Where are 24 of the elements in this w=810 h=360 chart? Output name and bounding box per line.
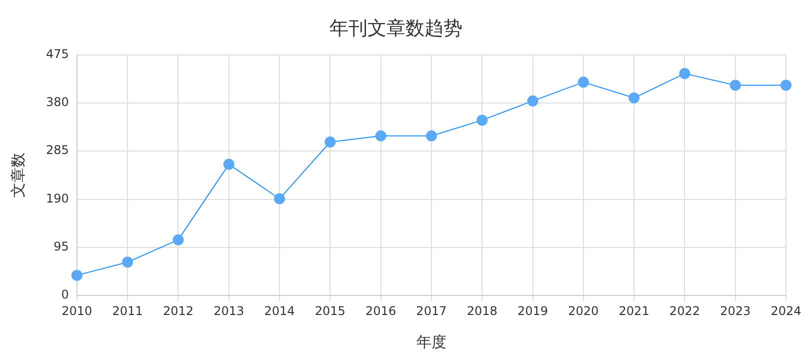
x-tick-label: 2012 bbox=[162, 304, 194, 318]
y-tick-label: 475 bbox=[46, 46, 69, 61]
x-tick-label: 2018 bbox=[466, 304, 498, 318]
y-tick-label: 285 bbox=[46, 143, 69, 158]
x-tick-label: 2017 bbox=[416, 304, 447, 318]
x-tick-label: 2020 bbox=[568, 304, 599, 318]
x-tick-label: 2019 bbox=[517, 304, 548, 318]
x-tick-label: 2013 bbox=[214, 304, 244, 318]
x-tick-label: 2024 bbox=[770, 304, 802, 318]
x-tick-label: 2011 bbox=[112, 304, 143, 318]
y-tick-label: 380 bbox=[46, 95, 69, 110]
y-tick-label: 190 bbox=[46, 191, 69, 206]
x-tick-label: 2015 bbox=[314, 304, 346, 318]
x-tick-label: 2016 bbox=[366, 304, 396, 318]
x-tick-label: 2021 bbox=[618, 304, 650, 318]
y-tick-label: 95 bbox=[54, 240, 69, 254]
x-axis-title: 年度 bbox=[416, 332, 446, 351]
y-axis-title: 文章数 bbox=[8, 152, 27, 198]
x-tick-label: 2010 bbox=[62, 304, 92, 318]
chart-title: 年刊文章数趋势 bbox=[330, 17, 462, 40]
x-tick-label: 2023 bbox=[720, 304, 751, 318]
x-tick-label: 2022 bbox=[669, 304, 700, 318]
x-tick-label: 2014 bbox=[264, 304, 295, 318]
y-tick-label: 0 bbox=[61, 288, 69, 302]
